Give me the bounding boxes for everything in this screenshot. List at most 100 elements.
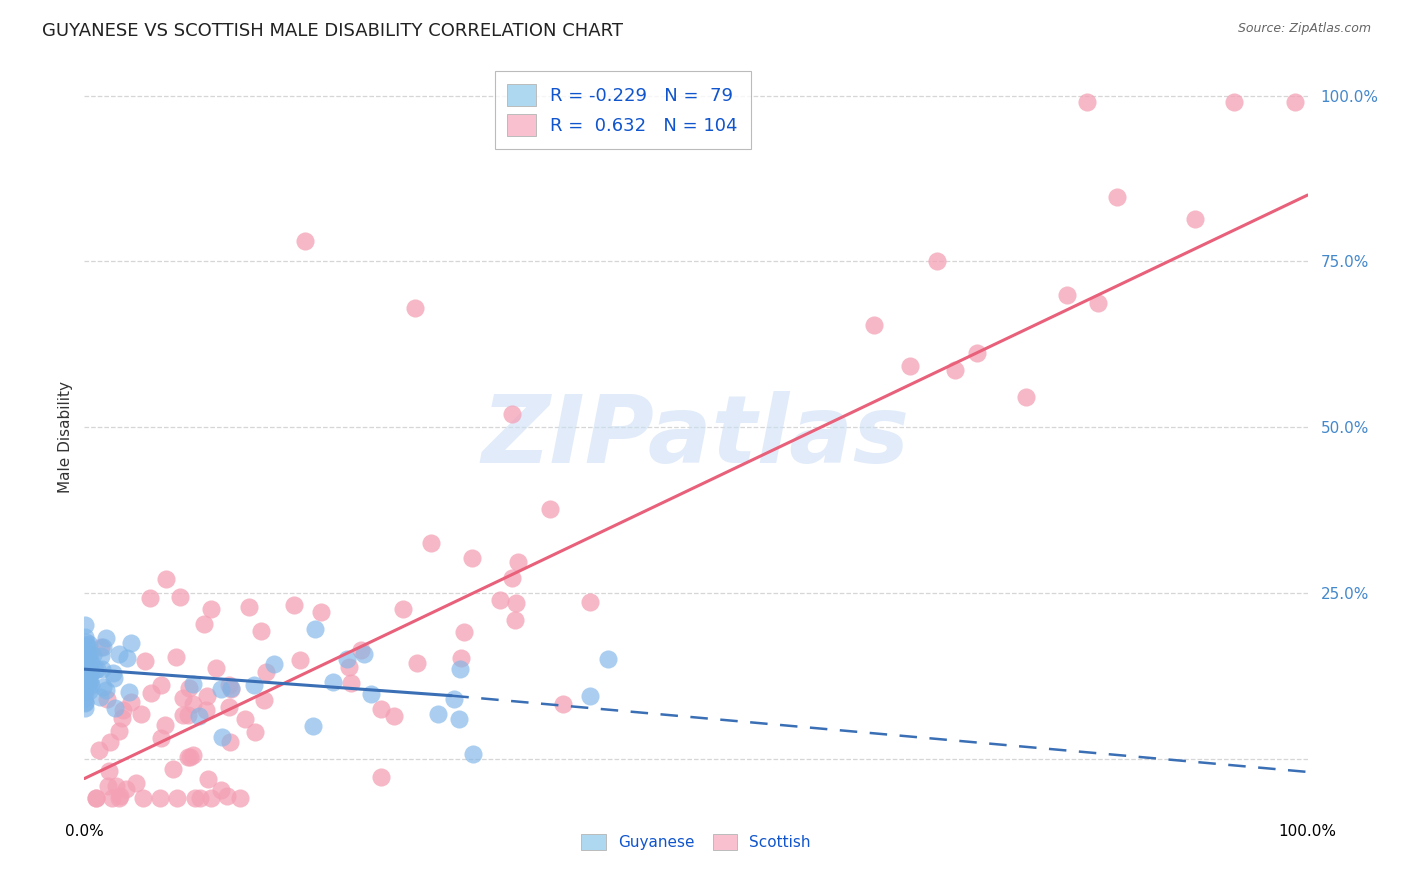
- Point: [187, 709, 209, 723]
- Point: [75, 696, 97, 710]
- Point: [120, 695, 142, 709]
- Point: [238, 600, 260, 615]
- Point: [79, 674, 101, 689]
- Point: [98, 764, 121, 778]
- Point: [283, 598, 305, 612]
- Point: [73, 631, 96, 645]
- Point: [294, 235, 316, 249]
- Point: [115, 781, 138, 796]
- Point: [80, 678, 103, 692]
- Point: [336, 652, 359, 666]
- Point: [104, 779, 127, 793]
- Point: [382, 709, 405, 723]
- Point: [73, 682, 96, 697]
- Point: [309, 605, 332, 619]
- Point: [221, 682, 243, 697]
- Point: [90, 649, 112, 664]
- Point: [420, 536, 443, 550]
- Point: [218, 678, 240, 692]
- Point: [91, 680, 114, 694]
- Point: [73, 690, 96, 705]
- Point: [75, 638, 97, 652]
- Point: [77, 673, 100, 687]
- Point: [76, 639, 98, 653]
- Point: [449, 662, 471, 676]
- Point: [89, 742, 111, 756]
- Point: [194, 704, 217, 718]
- Point: [89, 690, 111, 704]
- Point: [134, 654, 156, 668]
- Point: [179, 681, 201, 695]
- Point: [75, 657, 97, 671]
- Point: [197, 772, 219, 786]
- Point: [200, 791, 222, 805]
- Point: [1056, 287, 1078, 301]
- Point: [447, 712, 470, 726]
- Point: [79, 676, 101, 690]
- Point: [75, 618, 97, 632]
- Point: [1223, 95, 1246, 110]
- Legend: Guyanese, Scottish: Guyanese, Scottish: [575, 829, 817, 856]
- Text: GUYANESE VS SCOTTISH MALE DISABILITY CORRELATION CHART: GUYANESE VS SCOTTISH MALE DISABILITY COR…: [42, 22, 623, 40]
- Point: [176, 749, 198, 764]
- Point: [288, 653, 311, 667]
- Point: [165, 649, 187, 664]
- Point: [150, 678, 173, 692]
- Point: [90, 640, 112, 654]
- Point: [1284, 95, 1306, 110]
- Point: [73, 695, 96, 709]
- Point: [1087, 296, 1109, 310]
- Point: [508, 555, 530, 569]
- Point: [253, 693, 276, 707]
- Point: [75, 634, 97, 648]
- Point: [155, 572, 177, 586]
- Point: [184, 791, 207, 805]
- Point: [79, 655, 101, 669]
- Point: [1184, 211, 1206, 226]
- Point: [209, 681, 232, 696]
- Point: [138, 591, 160, 605]
- Point: [149, 791, 172, 805]
- Point: [302, 718, 325, 732]
- Point: [75, 674, 97, 689]
- Point: [96, 692, 118, 706]
- Point: [76, 664, 98, 678]
- Point: [553, 698, 575, 712]
- Point: [1076, 95, 1098, 110]
- Point: [77, 637, 100, 651]
- Point: [243, 678, 266, 692]
- Point: [501, 571, 523, 585]
- Point: [337, 660, 360, 674]
- Point: [73, 684, 96, 698]
- Point: [502, 407, 524, 421]
- Point: [100, 791, 122, 805]
- Point: [461, 747, 484, 762]
- Point: [73, 651, 96, 665]
- Point: [76, 676, 98, 690]
- Point: [370, 770, 392, 784]
- Point: [73, 659, 96, 673]
- Point: [75, 663, 97, 677]
- Point: [73, 648, 96, 663]
- Point: [453, 625, 475, 640]
- Point: [538, 501, 561, 516]
- Point: [76, 646, 98, 660]
- Point: [76, 665, 98, 680]
- Point: [97, 779, 120, 793]
- Point: [73, 661, 96, 675]
- Point: [943, 363, 966, 377]
- Point: [103, 665, 125, 680]
- Point: [94, 682, 117, 697]
- Point: [353, 648, 375, 662]
- Point: [84, 791, 107, 805]
- Point: [450, 651, 472, 665]
- Point: [179, 750, 201, 764]
- Point: [79, 666, 101, 681]
- Point: [219, 681, 242, 695]
- Point: [108, 723, 131, 738]
- Point: [205, 661, 228, 675]
- Point: [73, 701, 96, 715]
- Point: [863, 318, 886, 333]
- Point: [219, 735, 242, 749]
- Point: [76, 645, 98, 659]
